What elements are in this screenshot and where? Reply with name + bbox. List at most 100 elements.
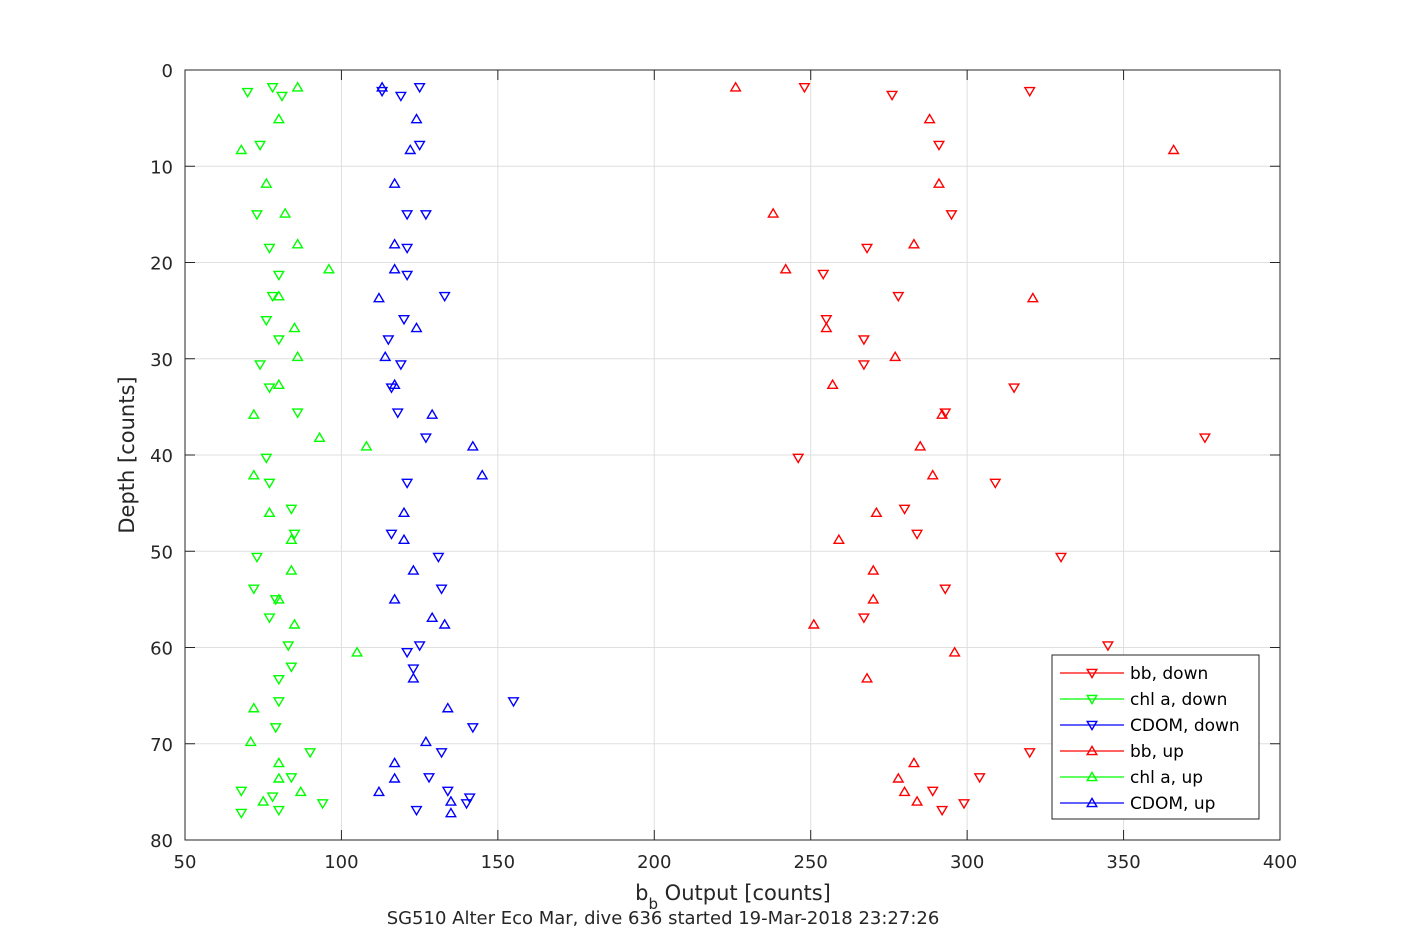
x-axis-label: bb Output [counts] [635,881,831,913]
data-point [438,618,451,629]
data-point [932,140,946,152]
data-point [426,408,439,419]
chart-subtitle: SG510 Alter Eco Mar, dive 636 started 19… [387,908,940,929]
data-point [948,646,961,657]
data-point [397,533,411,544]
data-point [285,662,298,673]
data-point [272,697,285,708]
data-point [388,378,401,390]
data-point [441,786,454,797]
data-point [272,270,285,281]
data-point [1008,383,1021,394]
data-point [1101,641,1114,652]
data-point [313,431,326,442]
data-point [867,564,880,575]
data-point [263,506,276,518]
data-point [272,290,285,301]
data-point [322,263,335,274]
x-tick-label: 150 [481,852,515,873]
data-point [372,292,385,303]
data-point [476,469,489,480]
data-point [767,207,780,218]
data-point [272,335,285,346]
data-point [388,757,401,768]
legend: bb, down chl a, down CDOM, down bb, up chl a… [1051,654,1260,820]
data-markers [235,81,1211,819]
data-point [898,504,911,515]
data-point [907,238,920,249]
data-point [826,378,839,390]
data-point [372,785,385,797]
data-point [388,772,401,783]
data-point [260,315,273,327]
data-point [886,90,899,101]
data-point [260,453,273,464]
data-point [260,177,273,188]
legend-marker [1085,694,1099,705]
data-point [926,469,939,480]
data-point [435,748,448,759]
data-point [419,210,432,221]
data-point [401,478,414,489]
x-tick-label: 350 [1106,852,1140,873]
data-point [820,314,833,326]
data-point [932,177,946,188]
data-point [279,207,292,218]
y-tick-label: 20 [150,254,173,275]
x-tick-label: 50 [174,852,197,873]
legend-marker [1085,720,1099,731]
data-point [413,140,426,152]
y-tick-label: 10 [150,157,173,178]
series-bb-down [792,83,1211,817]
data-point [263,478,276,489]
data-point [438,291,451,303]
data-point [272,757,285,768]
data-point [285,773,298,784]
data-point [247,469,260,480]
data-point [266,83,279,94]
data-point [870,506,883,518]
data-point [272,772,285,783]
x-tick-label: 400 [1263,852,1297,873]
data-point [401,648,414,659]
data-point [861,672,874,683]
series-cdom-up [372,81,489,818]
data-point [401,210,414,221]
data-point [463,793,476,804]
data-point [394,91,407,102]
data-point [466,440,479,451]
data-point [397,506,411,518]
data-point [272,113,285,124]
y-tick-label: 30 [150,350,173,371]
data-point [410,113,423,124]
data-point [419,433,432,444]
data-point [250,210,263,221]
data-point [382,335,395,346]
data-point [288,618,301,629]
legend-label: bb, down [1130,664,1208,684]
data-point [407,564,420,575]
data-point [376,86,389,98]
data-point [254,360,267,371]
data-point [444,807,457,818]
data-point [235,786,248,797]
data-point [247,408,260,419]
data-point [779,263,792,274]
data-point [444,795,457,806]
data-point [1023,748,1036,759]
data-point [388,593,401,604]
data-point [1198,433,1211,444]
data-point [441,702,454,713]
y-tick-label: 60 [150,639,173,660]
data-point [282,641,295,652]
legend-marker [1085,771,1099,782]
data-point [263,383,276,394]
data-point [272,378,285,390]
data-point [419,735,432,747]
data-point [285,533,298,544]
y-tick-label: 0 [162,61,173,82]
data-point [401,243,414,255]
y-tick-label: 80 [150,831,173,852]
data-point [275,91,289,102]
